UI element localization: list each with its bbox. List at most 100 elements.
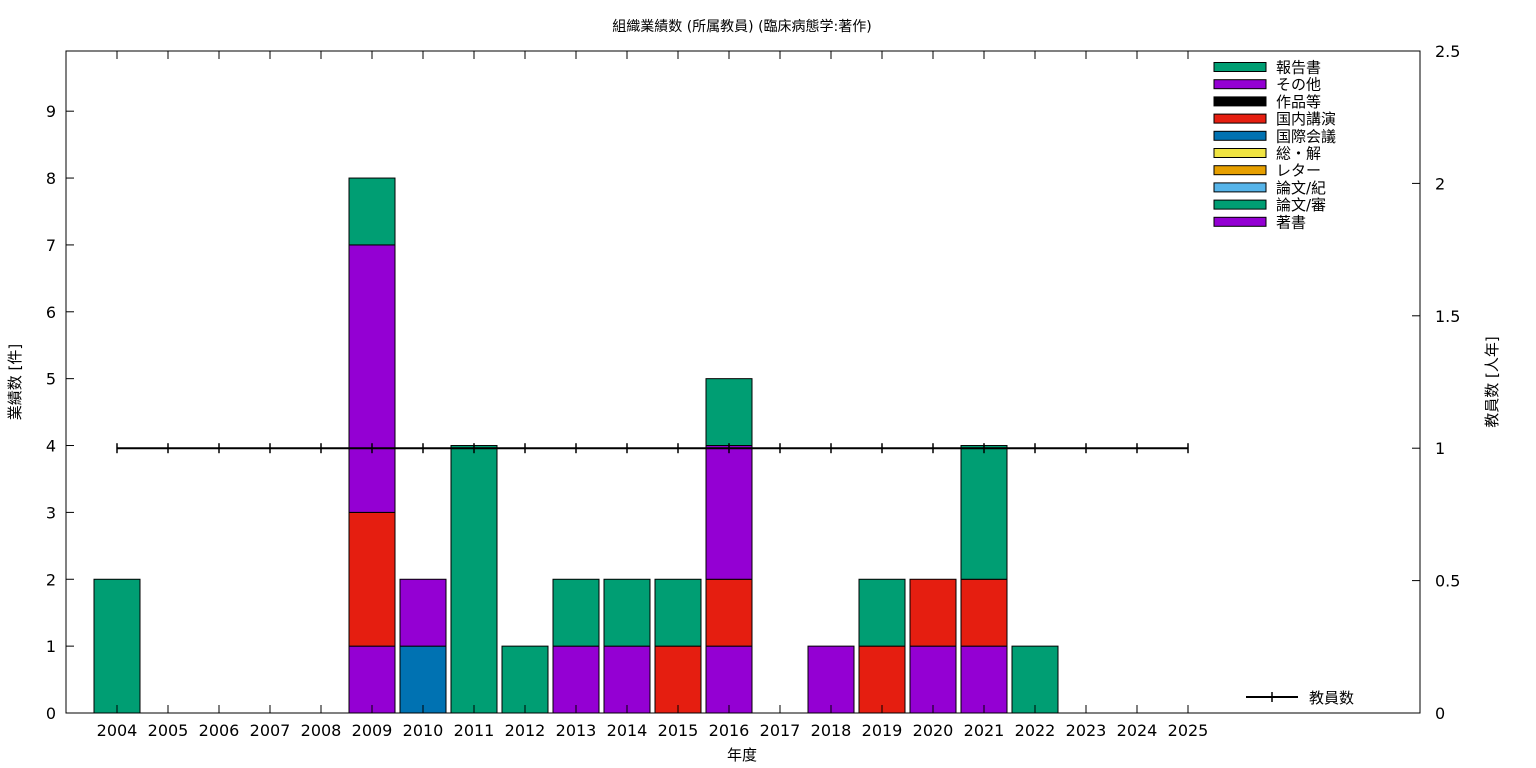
y2-tick-label: 1 — [1435, 439, 1445, 458]
y-tick-label: 5 — [46, 370, 56, 389]
x-tick-label: 2019 — [862, 721, 903, 740]
x-tick-label: 2004 — [97, 721, 138, 740]
legend-label: 総・解 — [1276, 145, 1321, 163]
bar-segment — [705, 645, 753, 714]
legend-label: 著書 — [1276, 213, 1306, 231]
bar-segment — [705, 445, 753, 580]
legend-label: その他 — [1276, 76, 1321, 94]
x-axis-label: 年度 — [727, 746, 757, 764]
bar-segment — [348, 244, 396, 513]
bar-segment — [603, 645, 651, 714]
bar-segment — [348, 511, 396, 647]
x-tick-label: 2014 — [607, 721, 648, 740]
bar-segment — [705, 578, 753, 647]
x-tick-label: 2018 — [811, 721, 852, 740]
legend-swatch — [1213, 148, 1267, 158]
y2-axis-ticks: 0 0.5 1 1.5 2 2.5 — [1412, 42, 1460, 723]
legend-swatch — [1213, 182, 1267, 193]
faculty-line — [116, 443, 1189, 454]
bar-segment — [654, 578, 702, 647]
plot-frame — [65, 50, 1421, 714]
chart-title: 組織業績数 (所属教員) (臨床病態学:著作) — [612, 19, 871, 35]
bar-segment — [960, 578, 1008, 647]
bars — [93, 177, 1059, 714]
bar-segment — [909, 578, 957, 647]
legend-swatch — [1213, 79, 1267, 90]
y-tick-label: 2 — [46, 570, 56, 589]
y-tick-label: 3 — [46, 503, 56, 522]
legend-line-label: 教員数 — [1309, 689, 1354, 707]
x-tick-label: 2020 — [913, 721, 954, 740]
x-tick-label: 2024 — [1117, 721, 1158, 740]
legend-label: レター — [1276, 162, 1321, 180]
legend-swatch — [1213, 96, 1267, 107]
legend-swatch — [1213, 62, 1267, 72]
y-tick-label: 4 — [46, 437, 56, 456]
legend-swatch — [1213, 199, 1267, 210]
bar-segment — [960, 645, 1008, 714]
x-tick-label: 2009 — [352, 721, 393, 740]
bar-segment — [399, 645, 447, 714]
y2-tick-label: 2 — [1435, 174, 1445, 193]
x-tick-label: 2016 — [709, 721, 750, 740]
legend-swatch — [1213, 130, 1267, 141]
bar-segment — [654, 645, 702, 714]
y-tick-label: 1 — [46, 637, 56, 656]
y2-axis-label: 教員数 [人年] — [1483, 336, 1501, 427]
bar-segment — [807, 645, 855, 714]
legend-label: 論文/審 — [1276, 196, 1326, 214]
legend-line: 教員数 — [1246, 689, 1354, 707]
x-tick-label: 2006 — [199, 721, 240, 740]
bar-segment — [399, 578, 447, 647]
bar-segment — [909, 645, 957, 714]
y-tick-label: 8 — [46, 169, 56, 188]
y-tick-label: 0 — [46, 704, 56, 723]
legend-label: 国内講演 — [1276, 110, 1336, 128]
x-tick-label: 2015 — [658, 721, 699, 740]
x-tick-label: 2010 — [403, 721, 444, 740]
legend-label: 報告書 — [1276, 59, 1321, 77]
x-tick-label: 2007 — [250, 721, 291, 740]
y-tick-label: 7 — [46, 236, 56, 255]
bar-segment — [552, 645, 600, 714]
x-tick-label: 2011 — [454, 721, 495, 740]
bar-segment — [450, 445, 498, 714]
y-tick-label: 9 — [46, 102, 56, 121]
legend-swatch — [1213, 216, 1267, 227]
bar-segment — [93, 578, 141, 714]
x-tick-label: 2022 — [1015, 721, 1056, 740]
x-tick-label: 2012 — [505, 721, 546, 740]
y-axis-label: 業績数 [件] — [6, 344, 24, 420]
legend-label: 国際会議 — [1276, 127, 1336, 145]
x-tick-label: 2005 — [148, 721, 189, 740]
x-tick-label: 2013 — [556, 721, 597, 740]
x-tick-label: 2025 — [1168, 721, 1209, 740]
x-tick-label: 2008 — [301, 721, 342, 740]
x-tick-label: 2017 — [760, 721, 801, 740]
y-axis-ticks: 0 1 2 3 4 5 6 7 8 9 — [46, 102, 74, 723]
legend-swatch — [1213, 113, 1267, 124]
bar-segment — [858, 578, 906, 647]
y2-tick-label: 0 — [1435, 704, 1445, 723]
x-tick-label: 2023 — [1066, 721, 1107, 740]
y2-tick-label: 2.5 — [1435, 42, 1460, 61]
legend-label: 論文/紀 — [1276, 179, 1326, 197]
bar-segment — [1011, 645, 1059, 714]
bar-segment — [552, 578, 600, 647]
legend-swatch — [1213, 165, 1267, 176]
bar-segment — [705, 378, 753, 447]
y2-tick-label: 0.5 — [1435, 572, 1460, 591]
bar-segment — [348, 645, 396, 714]
bar-segment — [603, 578, 651, 647]
bar-segment — [960, 445, 1008, 580]
x-axis-ticks: 2004 2005 2006 2007 2008 2009 2010 2011 2012 2013… — [97, 51, 1209, 740]
bar-segment — [858, 645, 906, 714]
y2-tick-label: 1.5 — [1435, 307, 1460, 326]
y-tick-label: 6 — [46, 303, 56, 322]
bar-segment — [501, 645, 549, 714]
bar-segment — [348, 177, 396, 246]
legend-label: 作品等 — [1276, 93, 1321, 111]
x-tick-label: 2021 — [964, 721, 1005, 740]
